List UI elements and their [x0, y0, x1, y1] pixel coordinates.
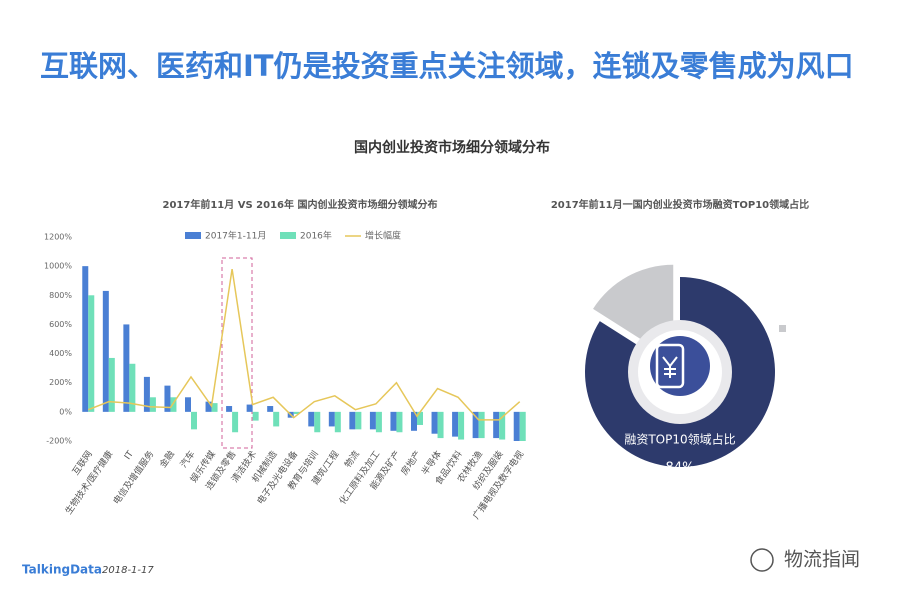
legend-marker	[779, 325, 786, 332]
bar	[493, 411, 500, 439]
x-tick-label: 房地产	[398, 448, 423, 477]
bar	[164, 385, 171, 412]
y-tick-label: 800%	[49, 291, 72, 300]
bar	[390, 411, 397, 431]
bar	[355, 411, 362, 430]
chart-title: 2017年前11月一国内创业投资市场融资TOP10领域占比	[551, 198, 809, 211]
slide-title: 互联网、医药和IT仍是投资重点关注领域，连锁及零售成为风口	[40, 49, 854, 83]
bar	[252, 411, 259, 421]
bar	[458, 411, 465, 440]
bar	[226, 406, 233, 412]
chart-title: 2017年前11月 VS 2016年 国内创业投资市场细分领域分布	[163, 198, 438, 211]
bar	[472, 411, 479, 439]
bar	[211, 403, 218, 412]
phone-icon	[655, 343, 685, 389]
y-tick-label: 200%	[49, 378, 72, 387]
bar	[123, 324, 130, 412]
bar	[452, 411, 459, 437]
bar	[411, 411, 417, 431]
bar	[349, 411, 356, 430]
date: 2018-1-17	[102, 565, 154, 576]
bar	[478, 411, 485, 439]
donut-center	[650, 336, 710, 396]
x-tick-label: 金融	[157, 448, 177, 470]
highlight-box	[221, 257, 253, 449]
bar	[513, 411, 520, 441]
bar	[437, 411, 444, 439]
bar	[334, 411, 341, 433]
bar	[417, 411, 423, 425]
x-tick-label: 汽车	[177, 448, 197, 470]
bar	[519, 411, 526, 441]
bar	[129, 363, 136, 412]
bar	[143, 376, 150, 412]
bar	[102, 290, 109, 412]
y-tick-label: 1000%	[44, 262, 72, 271]
bar	[205, 401, 212, 412]
bar	[82, 266, 89, 412]
yuan-icon	[662, 356, 678, 378]
bar	[232, 411, 239, 433]
legend-label: 增长幅度	[365, 230, 401, 242]
bar	[267, 406, 274, 412]
bar	[273, 411, 280, 427]
bar	[314, 411, 321, 433]
y-tick-label: 0%	[59, 407, 72, 416]
legend-label: 2016年	[300, 230, 332, 242]
x-tick-label: IT	[123, 449, 136, 462]
slide-subtitle: 国内创业投资市场细分领域分布	[354, 139, 550, 156]
slice-label: 融资TOP10领域占比	[624, 432, 735, 447]
bar	[328, 411, 335, 427]
bar	[431, 411, 438, 434]
line	[88, 268, 521, 421]
bar	[375, 411, 382, 433]
bar	[88, 295, 95, 412]
legend-swatch	[280, 232, 296, 239]
bar	[246, 404, 253, 412]
y-tick-label: -200%	[46, 437, 72, 446]
y-tick-label: 1200%	[44, 233, 72, 242]
bar	[185, 397, 191, 412]
charts: -200%0%200%400%600%800%1000%1200%互联网生物技术…	[44, 230, 776, 522]
bar	[293, 411, 300, 415]
brand: TalkingData	[22, 563, 102, 577]
bar	[499, 411, 506, 440]
bar	[149, 397, 156, 412]
value-label: 84%	[666, 461, 695, 476]
bar	[369, 411, 376, 430]
legend-label: 2017年1-11月	[205, 230, 266, 242]
bar	[108, 357, 115, 412]
y-tick-label: 600%	[49, 320, 72, 329]
bar	[396, 411, 403, 433]
legend-swatch	[185, 232, 201, 239]
bar	[308, 411, 315, 427]
bar	[170, 397, 177, 412]
bar	[191, 411, 197, 430]
x-tick-label: 物流	[342, 448, 362, 470]
watermark-icon	[750, 548, 774, 572]
watermark: 物流指闻	[784, 549, 860, 571]
y-tick-label: 400%	[49, 349, 72, 358]
